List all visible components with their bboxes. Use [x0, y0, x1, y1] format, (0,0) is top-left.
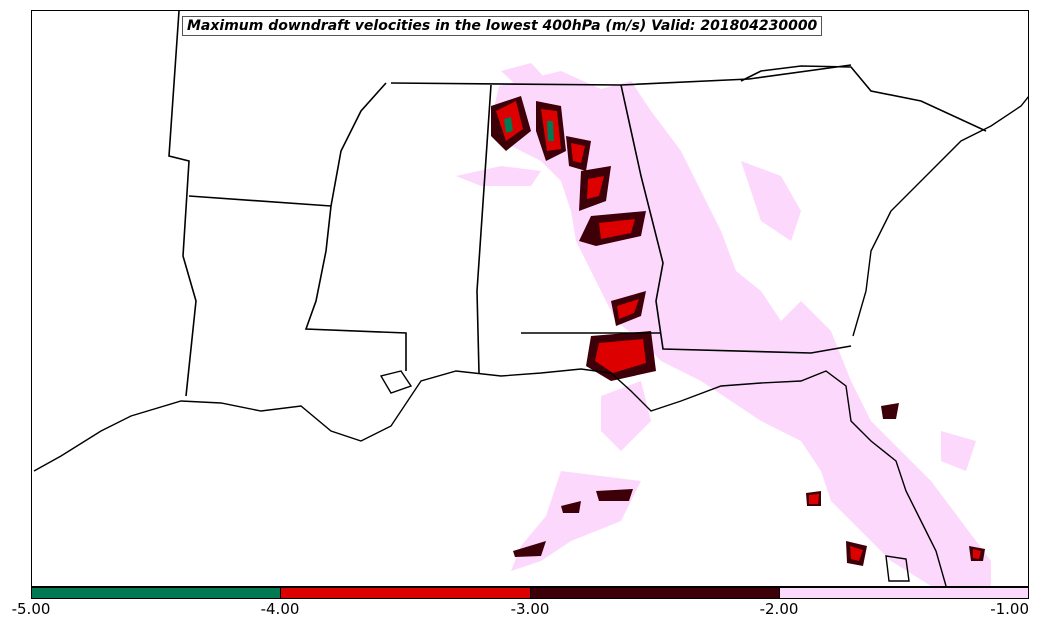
colorbar-tick-1: -5.00	[11, 600, 51, 618]
map-canvas	[33, 11, 1028, 586]
pink-area-coast	[601, 381, 651, 451]
coastline	[33, 96, 1028, 586]
extreme-2	[547, 121, 554, 141]
tennessee-border	[390, 64, 852, 86]
pink-area-west	[456, 166, 541, 186]
colorbar-tick-3: -3.00	[510, 600, 550, 618]
texas-louisiana-border	[168, 11, 197, 397]
core-7	[595, 339, 646, 373]
core-6	[617, 299, 639, 319]
map-title: Maximum downdraft velocities in the lowe…	[182, 16, 823, 36]
extreme-1	[504, 117, 513, 133]
colorbar-bin-3	[529, 588, 779, 598]
lake-okeechobee	[885, 555, 910, 582]
pink-area-north	[501, 63, 546, 85]
arkansas-louisiana-border	[188, 195, 332, 207]
colorbar	[31, 587, 1029, 599]
pink-area-fl-east	[941, 431, 976, 471]
core-5	[599, 219, 635, 239]
colorbar-tick-4: -2.00	[759, 600, 799, 618]
core-10	[973, 549, 981, 559]
downdraft-shading-light	[456, 63, 991, 586]
cell-10	[513, 541, 546, 557]
alabama-georgia-border	[620, 84, 852, 354]
mississippi-river-south	[304, 205, 407, 371]
cell-9	[596, 489, 633, 501]
pink-area-georgia	[741, 161, 801, 241]
downdraft-shading-green	[504, 117, 554, 141]
lake-pontchartrain	[379, 370, 413, 394]
colorbar-bin-1	[32, 588, 281, 598]
core-4	[587, 176, 604, 199]
core-8	[809, 494, 819, 504]
colorbar-tick-5: -1.00	[990, 600, 1029, 618]
colorbar-bin-4	[778, 588, 1028, 598]
map-panel	[31, 10, 1029, 587]
cell-14	[881, 403, 899, 419]
cell-8	[561, 501, 581, 513]
pink-area-main	[491, 71, 991, 586]
core-3	[571, 143, 585, 163]
state-borders	[168, 11, 987, 397]
colorbar-tick-2: -4.00	[260, 600, 300, 618]
georgia-sc-border	[740, 65, 987, 132]
atlantic-coastline	[852, 96, 1028, 337]
colorbar-bin-2	[280, 588, 530, 598]
gulf-coastline	[33, 368, 947, 586]
core-9	[850, 546, 863, 561]
mississippi-alabama-border	[476, 84, 492, 374]
mississippi-river-north	[330, 82, 387, 207]
